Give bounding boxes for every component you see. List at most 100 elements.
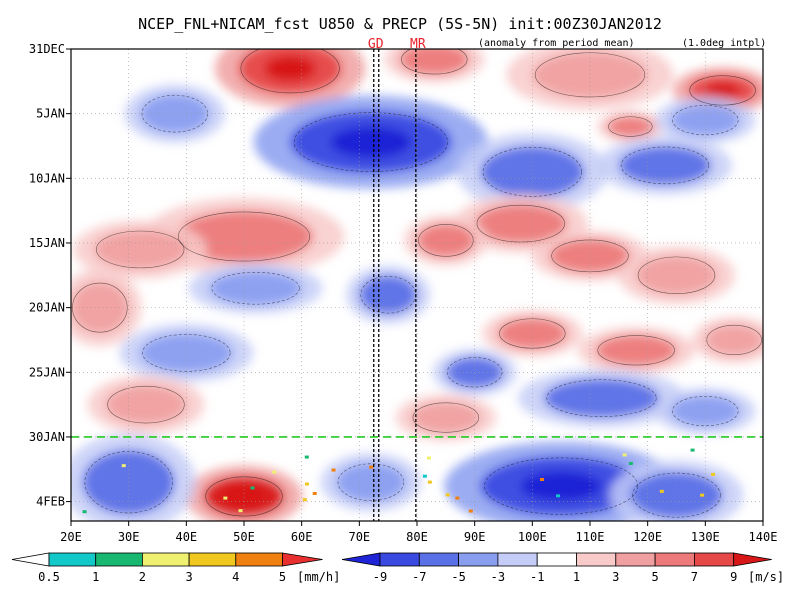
y-tick-label: 5JAN [36,107,65,121]
u850-anomaly-region [411,402,481,434]
x-tick-label: 60E [291,530,313,544]
precip-colorbar-min-triangle [11,552,50,567]
u850-contour-line [84,451,173,514]
precip-mark [422,474,427,478]
u850-anomaly-region [140,333,233,373]
precip-colorbar-unit: [mm/h] [297,570,340,584]
precip-mark [331,468,336,472]
u850-colorbar-swatch [379,552,420,567]
x-tick-label: 120E [633,530,662,544]
location-marker-lines [373,49,417,521]
x-tick-label: 80E [406,530,428,544]
y-tick-label: 20JAN [29,301,65,315]
x-tick-label: 30E [118,530,140,544]
precip-colorbar-swatch [188,552,237,567]
u850-contour-line [401,49,468,75]
u850-anomaly-core [705,82,740,99]
precip-mark [121,464,126,468]
u850-contour-line [706,324,762,356]
u850-contour-line [484,457,639,515]
u850-anomaly-core [330,126,412,158]
precip-mark [426,456,431,460]
u850-contour-line [412,402,480,433]
u850-contour-line [240,49,340,94]
x-tick-label: 140E [749,530,778,544]
u850-contour-line [620,146,710,185]
precip-mark [304,455,309,459]
u850-anomaly-core [264,55,317,82]
precip-mark [690,448,695,452]
u850-contour-line [476,204,565,243]
y-tick-label: 25JAN [29,365,65,379]
y-axis-ticks: 31DEC 5JAN 10JAN 15JAN 20JAN 25JAN 30JAN 4FEB [29,42,71,509]
precip-colorbar-tick-label: 0.5 [38,570,60,584]
u850-contour-line [597,335,675,366]
chart-subtitle-right: (1.0deg intpl) [682,38,766,49]
precip-colorbar-max-triangle [282,552,323,567]
u850-colorbar-swatch [458,552,499,567]
u850-anomaly-region [543,378,660,418]
precip-mark [659,489,664,493]
u850-contour-line [672,396,739,427]
u850-contour-line [637,256,716,295]
u850-contour-line [418,224,474,257]
precip-colorbar-tick-label: 4 [232,570,239,584]
precip-colorbar-swatch [48,552,97,567]
u850-contour-line [337,463,405,501]
u850-contour-line [211,271,300,305]
u850-contour-line [689,75,756,106]
x-tick-label: 40E [175,530,197,544]
y-tick-label: 10JAN [29,171,65,185]
u850-anomaly-region [474,204,567,243]
precip-colorbar-tick-label: 1 [92,570,99,584]
x-tick-label: 100E [518,530,547,544]
u850-colorbar-unit: [m/s] [748,570,784,584]
u850-contour-line [534,52,646,98]
u850-colorbar-tick-label: 7 [691,570,698,584]
u850-anomaly-region [82,449,175,515]
u850-anomaly-region [336,462,406,502]
u850-anomaly-core [520,471,602,501]
precip-mark [82,510,87,514]
u850-anomaly-region [532,51,648,99]
u850-anomaly-region [636,255,717,295]
precip-colorbar-tick-label: 3 [185,570,192,584]
precip-mark [250,486,255,490]
u850-colorbar-tick-label: 3 [612,570,619,584]
plot-area: 20E 30E 40E 50E 60E 70E 80E 90E 100E 110E 120E 130E… [29,37,778,544]
precip-mark [427,480,432,484]
u850-colorbar-swatch [615,552,656,567]
u850-colorbar-tick-label: 1 [573,570,580,584]
precip-colorbar: 0.5 1 2 3 4 5 [11,552,323,584]
precip-mark [238,509,243,513]
u850-colorbar-tick-label: -1 [530,570,544,584]
precip-mark [369,465,374,469]
u850-anomaly-region [607,116,654,137]
y-tick-label: 15JAN [29,236,65,250]
u850-anomaly-region [670,395,740,427]
u850-colorbar: -9 -7 -5 -3 -1 1 3 5 7 9 [341,552,772,584]
precip-mark [622,453,627,457]
u850-anomaly-region [174,210,314,263]
x-tick-label: 70E [348,530,370,544]
u850-colorbar-swatch [576,552,617,567]
x-tick-label: 110E [576,530,605,544]
u850-colorbar-tick-label: -7 [412,570,426,584]
precip-colorbar-swatch [95,552,143,567]
precip-mark [445,493,450,497]
u850-contour-line [551,239,629,273]
precip-colorbar-tick-label: 5 [279,570,286,584]
u850-anomaly-region [417,223,475,258]
precip-mark [700,493,705,497]
x-tick-label: 130E [691,530,720,544]
precip-mark [556,494,561,498]
u850-anomaly-region [670,104,740,136]
u850-anomaly-region [399,49,469,75]
u850-contour-line [205,476,283,517]
y-tick-label: 31DEC [29,42,65,56]
precip-mark [312,491,317,495]
u850-colorbar-swatch [654,552,695,567]
u850-anomaly-region [445,356,504,388]
x-tick-label: 20E [60,530,82,544]
